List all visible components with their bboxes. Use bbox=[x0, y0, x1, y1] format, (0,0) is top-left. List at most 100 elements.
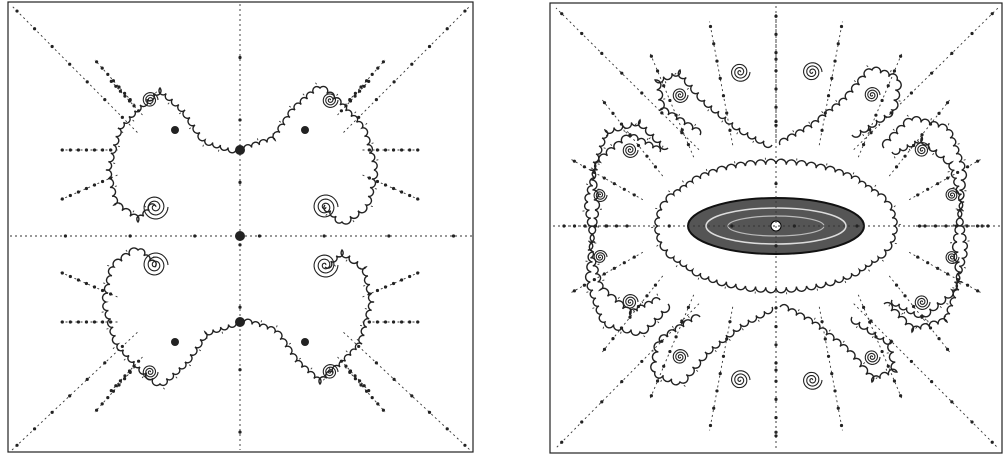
ray-dot bbox=[600, 400, 603, 403]
ray-dot bbox=[371, 73, 374, 76]
ray-dot bbox=[375, 361, 378, 364]
ray-dot bbox=[101, 180, 104, 183]
ray bbox=[858, 295, 902, 400]
ray-dot bbox=[77, 190, 80, 193]
ray-dot bbox=[976, 224, 979, 227]
ray-dot bbox=[966, 284, 969, 287]
ray-dot bbox=[86, 378, 89, 381]
ray-dot bbox=[603, 101, 606, 104]
ray-dot bbox=[820, 129, 823, 132]
ray-dot bbox=[903, 155, 906, 158]
ray bbox=[710, 307, 733, 431]
ray-dot bbox=[193, 234, 196, 237]
ray-dot bbox=[77, 320, 80, 323]
ray-dot bbox=[887, 365, 890, 368]
ray-dot bbox=[728, 320, 731, 323]
ray-dot bbox=[774, 15, 777, 18]
ray-dot bbox=[654, 284, 657, 287]
ray-dot bbox=[946, 272, 949, 275]
node bbox=[235, 317, 245, 327]
ray bbox=[819, 307, 842, 431]
ray-dot bbox=[926, 188, 929, 191]
ray-dot bbox=[623, 261, 626, 264]
ray-dot bbox=[645, 294, 648, 297]
ray-dot bbox=[830, 372, 833, 375]
ray-dot bbox=[640, 360, 643, 363]
ray-dot bbox=[668, 99, 671, 102]
ray-dot bbox=[950, 52, 953, 55]
ray-dot bbox=[357, 345, 360, 348]
ray-dot bbox=[633, 255, 636, 258]
ray-dot bbox=[910, 360, 913, 363]
ray-dot bbox=[353, 374, 356, 377]
ray-dot bbox=[121, 116, 124, 119]
ray-dot bbox=[895, 165, 898, 168]
ray-dot bbox=[64, 234, 67, 237]
cloud bbox=[655, 70, 772, 147]
ray-dot bbox=[833, 389, 836, 392]
ray-dot bbox=[654, 165, 657, 168]
ray-dot bbox=[85, 187, 88, 190]
ray-dot bbox=[573, 160, 576, 163]
ray-dot bbox=[840, 25, 843, 28]
ray-dot bbox=[712, 407, 715, 410]
ray-dot bbox=[930, 72, 933, 75]
ray-dot bbox=[408, 275, 411, 278]
cloud bbox=[883, 117, 968, 318]
ray-dot bbox=[662, 365, 665, 368]
ray-dot bbox=[340, 360, 343, 363]
ray-dot bbox=[452, 234, 455, 237]
ray-dot bbox=[970, 32, 973, 35]
ray-dot bbox=[61, 197, 64, 200]
spiral bbox=[946, 189, 959, 201]
ray-dot bbox=[463, 444, 466, 447]
ray-dot bbox=[774, 69, 777, 72]
ray-dot bbox=[376, 320, 379, 323]
ray-dot bbox=[112, 79, 115, 82]
spiral bbox=[314, 255, 338, 277]
ray-dot bbox=[681, 128, 684, 131]
ray-dot bbox=[359, 383, 362, 386]
ray-dot bbox=[384, 320, 387, 323]
ray-dot bbox=[129, 234, 132, 237]
ray-dot bbox=[926, 261, 929, 264]
ray-dot bbox=[33, 27, 36, 30]
node bbox=[235, 231, 245, 241]
ray-dot bbox=[15, 9, 18, 12]
ray-dot bbox=[384, 183, 387, 186]
ray-dot bbox=[121, 345, 124, 348]
ray-dot bbox=[392, 187, 395, 190]
ray-dot bbox=[106, 73, 109, 76]
ray-dot bbox=[887, 84, 890, 87]
ray-dot bbox=[728, 129, 731, 132]
ray-dot bbox=[61, 148, 64, 151]
ray-dot bbox=[238, 118, 241, 121]
ray-dot bbox=[51, 411, 54, 414]
ray bbox=[889, 276, 950, 352]
ray-dot bbox=[656, 69, 659, 72]
ray bbox=[909, 160, 980, 200]
ray-dot bbox=[375, 98, 378, 101]
ray-dot bbox=[101, 402, 104, 405]
ray-dot bbox=[340, 109, 343, 112]
ray bbox=[710, 22, 733, 146]
ray bbox=[12, 6, 137, 133]
ray bbox=[889, 100, 950, 176]
ray-dot bbox=[371, 396, 374, 399]
ray-dot bbox=[258, 234, 261, 237]
ray-dot bbox=[774, 87, 777, 90]
ray-dot bbox=[615, 224, 618, 227]
spiral bbox=[314, 195, 338, 217]
ray-dot bbox=[603, 348, 606, 351]
ray-dot bbox=[368, 320, 371, 323]
ray-dot bbox=[560, 12, 563, 15]
ray-dot bbox=[637, 144, 640, 147]
ray-dot bbox=[774, 106, 777, 109]
ray-dot bbox=[103, 361, 106, 364]
ray-dot bbox=[95, 409, 98, 412]
ray-dot bbox=[410, 394, 413, 397]
ray-dot bbox=[991, 441, 994, 444]
ray-dot bbox=[446, 427, 449, 430]
ray-dot bbox=[715, 389, 718, 392]
ray-dot bbox=[382, 409, 385, 412]
